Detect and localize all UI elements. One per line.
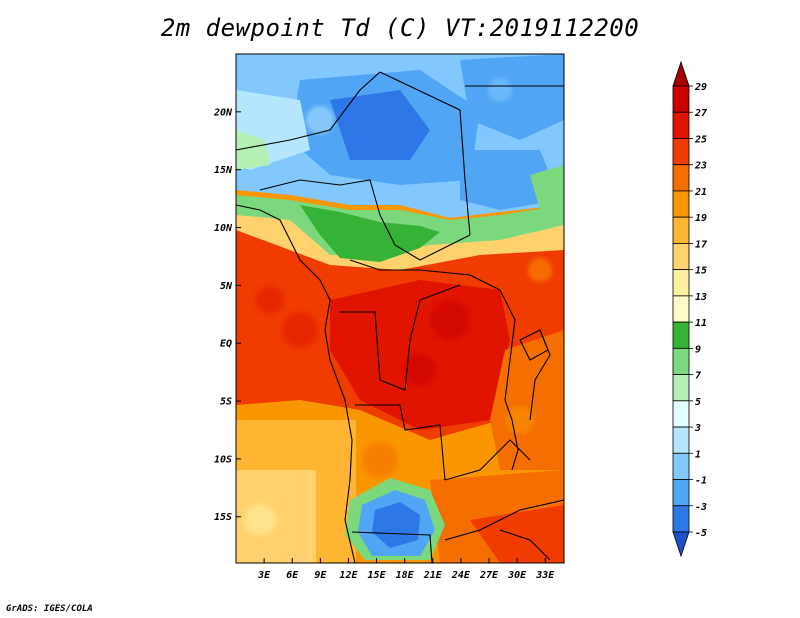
border-east-1 [499, 289, 516, 401]
border-car [349, 259, 501, 291]
colorbar-label: -3 [695, 502, 707, 513]
lon-tick-label: 27E [479, 570, 499, 581]
colorbar-label: 21 [694, 187, 707, 198]
field-northeast-green [530, 165, 564, 210]
lat-tick-label: 5S [220, 397, 232, 408]
border-sahel-1 [259, 179, 381, 216]
field-southeast-deep [470, 505, 564, 563]
colorbar-swatch [672, 426, 690, 454]
lon-axis: 3E 6E 9E 12E 15E 18E 21E 24E 27E 30E 33E [257, 558, 555, 581]
lon-tick-label: 33E [535, 570, 555, 581]
field-east-sahara-blue [460, 150, 560, 210]
border-zambia [444, 439, 531, 481]
field-northwest-green [236, 130, 270, 170]
lon-tick-label: 21E [423, 570, 443, 581]
field-northeast-blue [460, 54, 564, 140]
plot-frame [235, 53, 565, 564]
lat-tick-label: 15N [214, 165, 233, 176]
lat-tick-label: 20N [213, 107, 233, 118]
colorbar-swatch [672, 243, 690, 271]
coastline-west [236, 204, 356, 563]
colorbar-bottom-arrow [672, 531, 690, 558]
colorbar-swatch [672, 111, 690, 139]
colorbar-label: 17 [695, 239, 707, 250]
lat-tick-label: 15S [214, 512, 232, 523]
lat-tick-label: 5N [220, 281, 233, 292]
colorbar-label: 9 [695, 344, 701, 355]
colorbar-swatch [672, 400, 690, 428]
colorbar-top-arrow [672, 60, 690, 87]
field-kalahari-deep [372, 502, 420, 548]
colorbar-label: 11 [695, 318, 707, 329]
border-congo-1 [340, 311, 406, 391]
country-borders [236, 71, 564, 563]
colorbar-label: 13 [695, 292, 707, 303]
colorbar-swatch [672, 452, 690, 480]
border-chad [379, 214, 471, 261]
lon-tick-label: 9E [314, 570, 327, 581]
lon-tick-label: 24E [451, 570, 471, 581]
lon-tick-label: 30E [507, 570, 527, 581]
colorbar-label: 25 [694, 134, 707, 145]
border-south-east [444, 499, 564, 541]
colorbar-swatch [672, 321, 690, 349]
colorbar-swatch [672, 347, 690, 375]
colorbar-swatch [672, 164, 690, 192]
colorbar-swatch [672, 374, 690, 402]
lon-tick-label: 3E [257, 570, 271, 581]
lat-tick-label: EQ [220, 339, 232, 350]
lon-tick-label: 6E [286, 570, 299, 581]
colorbar-swatch [672, 479, 690, 507]
map-title: 2m dewpoint Td (C) VT:2019112200 [160, 14, 640, 42]
field-north-deep-blue [330, 90, 430, 160]
colorbar-swatch [672, 269, 690, 297]
grads-credit: GrADS: IGES/COLA [6, 604, 93, 614]
field-sahel-green-dark [300, 205, 440, 262]
colorbar-label: 7 [695, 371, 701, 382]
lon-tick-label: 18E [396, 570, 415, 581]
colorbar-label: 23 [694, 161, 707, 172]
colorbar-swatch [672, 138, 690, 166]
border-sahara-2 [379, 71, 471, 236]
colorbar-label: 1 [695, 449, 701, 460]
border-congo-2 [404, 284, 461, 391]
field-east-orange [490, 330, 564, 470]
border-southern-east [499, 529, 551, 561]
colorbar-swatch [672, 216, 690, 244]
colorbar-swatch [672, 505, 690, 533]
field-texture [244, 78, 552, 536]
colorbar-label: -1 [695, 476, 707, 487]
colorbar-label: 27 [694, 108, 707, 119]
colorbar: 29 27 25 23 21 19 17 15 13 11 9 7 5 3 1 -1 -3 -5 [672, 60, 707, 558]
lon-tick-label: 12E [339, 570, 358, 581]
lat-tick-label: 10N [214, 223, 233, 234]
colorbar-label: 3 [694, 423, 701, 434]
colorbar-swatch [672, 295, 690, 323]
colorbar-label: 19 [695, 213, 707, 224]
lake-tanganyika [504, 399, 519, 471]
dewpoint-field [236, 54, 564, 563]
colorbar-swatch [672, 190, 690, 218]
border-namibia [351, 531, 433, 563]
lat-tick-label: 10S [214, 454, 232, 465]
lat-axis: 20N 15N 10N 5N EQ 5S 10S 15S [213, 107, 241, 523]
colorbar-label: -5 [695, 528, 707, 539]
colorbar-label: 15 [695, 266, 707, 277]
colorbar-swatch [672, 85, 690, 113]
colorbar-label: 5 [695, 397, 701, 408]
border-angola [355, 404, 446, 481]
lon-tick-label: 15E [368, 570, 387, 581]
colorbar-label: 29 [694, 82, 707, 93]
lake-victoria [519, 329, 549, 361]
border-sahara-1 [236, 71, 381, 151]
